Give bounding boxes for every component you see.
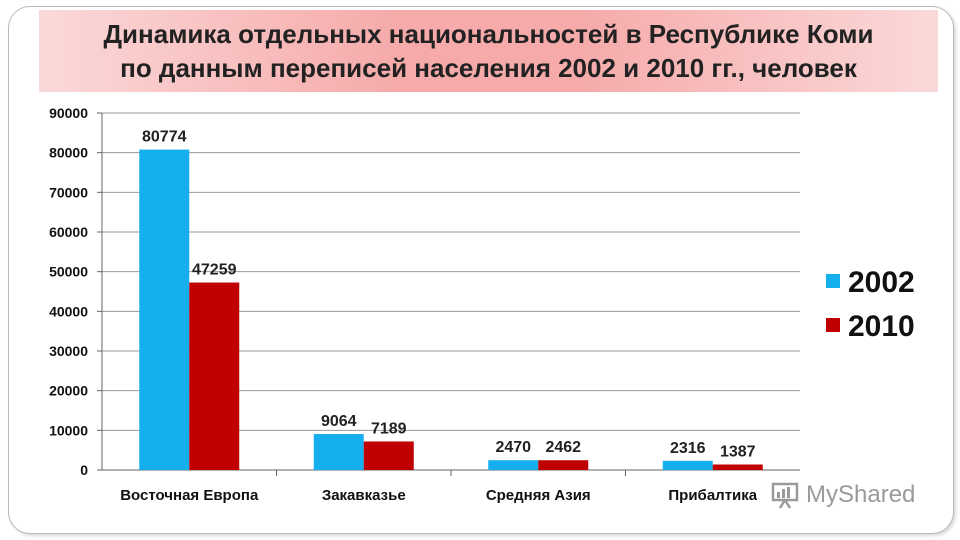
legend-swatch xyxy=(826,274,840,288)
watermark: MyShared xyxy=(770,478,915,512)
legend-swatch xyxy=(826,318,840,332)
title-line-1: Динамика отдельных национальностей в Рес… xyxy=(103,19,874,49)
y-tick-label: 80000 xyxy=(49,145,88,161)
y-tick-label: 90000 xyxy=(49,105,88,121)
legend-label: 2002 xyxy=(848,266,915,299)
category-label: Прибалтика xyxy=(668,487,757,504)
bar-2010 xyxy=(538,460,589,470)
watermark-text: MyShared xyxy=(806,481,916,508)
y-tick-label: 0 xyxy=(80,462,88,478)
data-label: 1387 xyxy=(720,443,756,460)
category-label: Средняя Азия xyxy=(486,487,591,504)
title-banner: Динамика отдельных национальностей в Рес… xyxy=(39,10,938,92)
data-label: 80774 xyxy=(142,129,187,146)
presentation-board-icon xyxy=(771,482,799,509)
data-label: 9064 xyxy=(321,413,357,430)
y-tick-label: 20000 xyxy=(49,383,88,399)
y-tick-label: 50000 xyxy=(49,264,88,280)
bar-2002 xyxy=(488,460,539,470)
legend-label: 2010 xyxy=(848,310,915,343)
y-tick-label: 30000 xyxy=(49,343,88,359)
category-label: Закавказье xyxy=(322,487,406,504)
data-label: 7189 xyxy=(371,420,407,437)
data-label: 2316 xyxy=(670,440,706,457)
title-line-2: по данным переписей населения 2002 и 201… xyxy=(120,53,857,83)
bar-2010 xyxy=(712,464,763,470)
bar-2010 xyxy=(363,441,414,470)
data-label: 47259 xyxy=(192,262,237,279)
y-tick-label: 70000 xyxy=(49,184,88,200)
y-tick-label: 10000 xyxy=(49,422,88,438)
y-tick-label: 60000 xyxy=(49,224,88,240)
category-label: Восточная Европа xyxy=(120,487,259,504)
bar-2002 xyxy=(662,460,713,470)
data-label: 2462 xyxy=(545,439,581,456)
bar-2010 xyxy=(189,282,240,470)
bar-2002 xyxy=(139,149,190,470)
bar-2002 xyxy=(313,434,364,470)
y-tick-label: 40000 xyxy=(49,303,88,319)
data-label: 2470 xyxy=(495,439,531,456)
